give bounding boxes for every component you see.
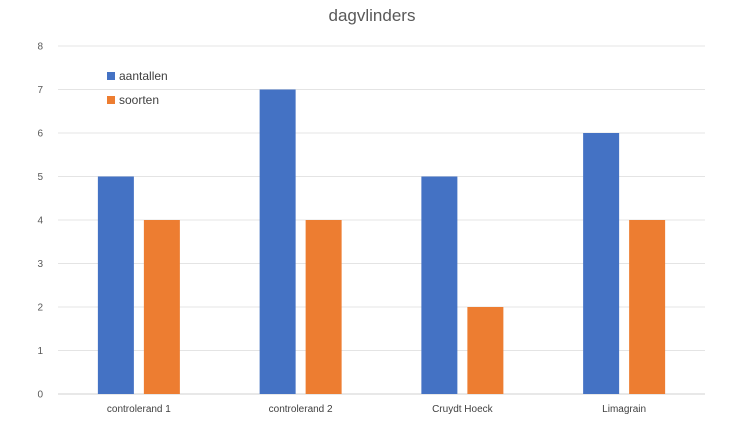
- bar-soorten: [629, 220, 666, 394]
- y-tick-label: 2: [37, 303, 43, 314]
- bar-aantallen: [421, 176, 458, 394]
- legend-swatch-aantallen: [107, 72, 115, 80]
- y-tick-label: 4: [37, 216, 43, 227]
- x-category-label: controlerand 1: [107, 404, 171, 415]
- x-category-label: controlerand 2: [269, 404, 333, 415]
- bars: [97, 89, 666, 394]
- legend-label-aantallen: aantallen: [119, 69, 168, 83]
- bar-soorten: [467, 307, 504, 394]
- y-tick-label: 3: [37, 259, 43, 270]
- chart-title: dagvlinders: [329, 6, 416, 25]
- y-tick-label: 7: [37, 85, 43, 96]
- bar-soorten: [143, 220, 180, 394]
- legend-label-soorten: soorten: [119, 93, 159, 107]
- legend-swatch-soorten: [107, 96, 115, 104]
- y-tick-label: 8: [37, 42, 43, 53]
- y-tick-label: 0: [37, 390, 43, 401]
- x-category-label: Cruydt Hoeck: [432, 404, 494, 415]
- y-axis-ticks: 0 1 2 3 4 5 6 7 8: [37, 42, 43, 401]
- bar-aantallen: [583, 133, 620, 394]
- y-tick-label: 5: [37, 172, 43, 183]
- x-category-label: Limagrain: [602, 404, 646, 415]
- bar-aantallen: [97, 176, 134, 394]
- bar-soorten: [305, 220, 342, 394]
- x-axis-labels: controlerand 1 controlerand 2 Cruydt Hoeck…: [107, 404, 646, 415]
- legend: aantallen soorten: [107, 69, 168, 107]
- y-tick-label: 1: [37, 346, 43, 357]
- y-tick-label: 6: [37, 129, 43, 140]
- bar-aantallen: [259, 89, 296, 394]
